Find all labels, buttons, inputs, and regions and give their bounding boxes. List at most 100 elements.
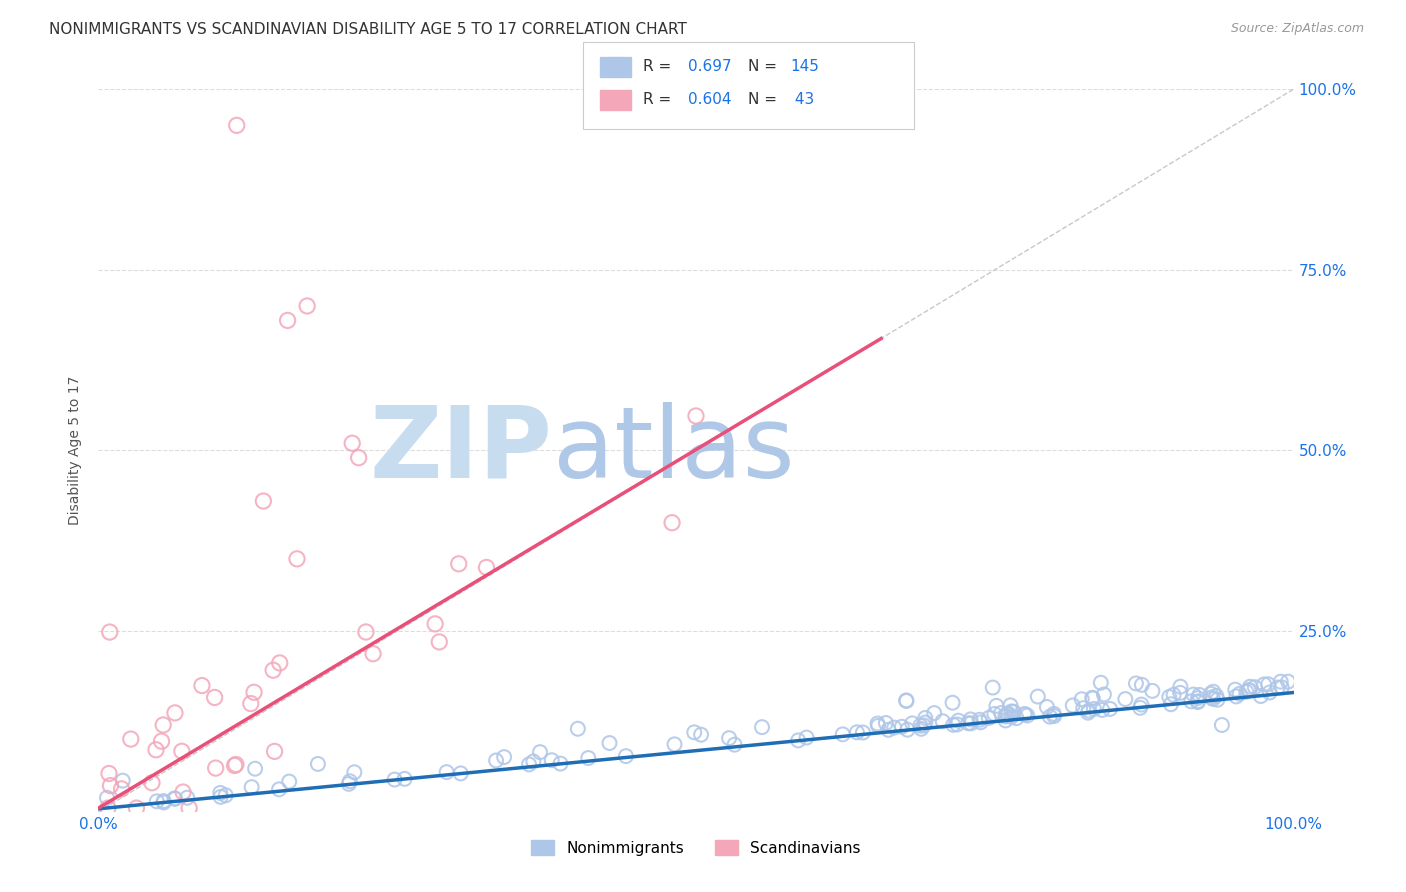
- Point: [896, 693, 918, 707]
- Point: [278, 774, 301, 789]
- Point: [427, 635, 450, 649]
- Point: [896, 723, 918, 737]
- Point: [1277, 674, 1299, 689]
- Point: [994, 709, 1017, 723]
- Point: [1159, 690, 1181, 704]
- Point: [1092, 688, 1115, 702]
- Point: [354, 625, 377, 640]
- Point: [550, 756, 572, 771]
- Point: [896, 694, 918, 708]
- Point: [852, 725, 875, 739]
- Point: [1206, 692, 1229, 706]
- Point: [163, 706, 186, 720]
- Point: [796, 731, 818, 745]
- Point: [1202, 692, 1225, 706]
- Point: [690, 728, 713, 742]
- Point: [983, 706, 1005, 721]
- Point: [946, 717, 969, 731]
- Point: [1257, 677, 1279, 691]
- Point: [125, 801, 148, 815]
- Point: [883, 721, 905, 735]
- Point: [683, 725, 706, 739]
- Point: [522, 755, 544, 769]
- Point: [176, 790, 198, 805]
- Text: atlas: atlas: [553, 402, 794, 499]
- Point: [1098, 702, 1121, 716]
- Point: [1062, 698, 1084, 713]
- Point: [1244, 680, 1267, 694]
- Point: [1036, 700, 1059, 714]
- Point: [1000, 705, 1022, 719]
- Point: [307, 756, 329, 771]
- Point: [215, 789, 238, 803]
- Point: [1130, 698, 1153, 712]
- Point: [1000, 698, 1022, 713]
- Point: [450, 766, 472, 780]
- Point: [98, 625, 121, 640]
- Point: [152, 796, 174, 810]
- Point: [361, 647, 384, 661]
- Point: [1253, 677, 1275, 691]
- Point: [1201, 690, 1223, 705]
- Point: [831, 727, 853, 741]
- Point: [1270, 674, 1292, 689]
- Point: [942, 718, 965, 732]
- Point: [1250, 689, 1272, 703]
- Point: [868, 719, 890, 733]
- Y-axis label: Disability Age 5 to 17: Disability Age 5 to 17: [69, 376, 83, 525]
- Point: [97, 801, 120, 815]
- Point: [941, 696, 963, 710]
- Point: [384, 772, 406, 787]
- Point: [981, 681, 1004, 695]
- Point: [567, 722, 589, 736]
- Point: [120, 732, 142, 747]
- Point: [517, 757, 540, 772]
- Point: [1077, 704, 1099, 718]
- Point: [110, 781, 132, 796]
- Point: [436, 765, 458, 780]
- Point: [179, 801, 201, 815]
- Point: [1211, 718, 1233, 732]
- Point: [959, 713, 981, 727]
- Point: [145, 794, 167, 808]
- Point: [1225, 682, 1247, 697]
- Point: [1239, 683, 1261, 698]
- Point: [239, 697, 262, 711]
- Point: [877, 723, 900, 737]
- Point: [1188, 688, 1211, 702]
- Point: [243, 762, 266, 776]
- Point: [1114, 692, 1136, 706]
- Text: 0.697: 0.697: [688, 60, 731, 74]
- Point: [1225, 690, 1247, 704]
- Point: [598, 736, 620, 750]
- Point: [163, 791, 186, 805]
- Point: [204, 690, 226, 705]
- Point: [914, 711, 936, 725]
- Text: R =: R =: [643, 60, 676, 74]
- Point: [277, 313, 299, 327]
- Point: [661, 516, 683, 530]
- Point: [1090, 675, 1112, 690]
- Point: [995, 707, 1018, 722]
- Point: [1180, 694, 1202, 708]
- Text: 0.604: 0.604: [688, 93, 731, 107]
- Point: [997, 706, 1019, 721]
- Point: [540, 753, 562, 767]
- Point: [1187, 691, 1209, 706]
- Point: [343, 765, 366, 780]
- Point: [1039, 709, 1062, 723]
- Point: [1170, 680, 1192, 694]
- Point: [152, 794, 174, 808]
- Point: [1187, 695, 1209, 709]
- Point: [145, 743, 167, 757]
- Point: [1168, 686, 1191, 700]
- Point: [1077, 706, 1099, 720]
- Text: 145: 145: [790, 60, 820, 74]
- Point: [890, 720, 912, 734]
- Point: [225, 757, 247, 772]
- Point: [1043, 706, 1066, 721]
- Point: [1081, 690, 1104, 705]
- Point: [948, 714, 970, 728]
- Point: [394, 772, 416, 786]
- Point: [866, 716, 889, 731]
